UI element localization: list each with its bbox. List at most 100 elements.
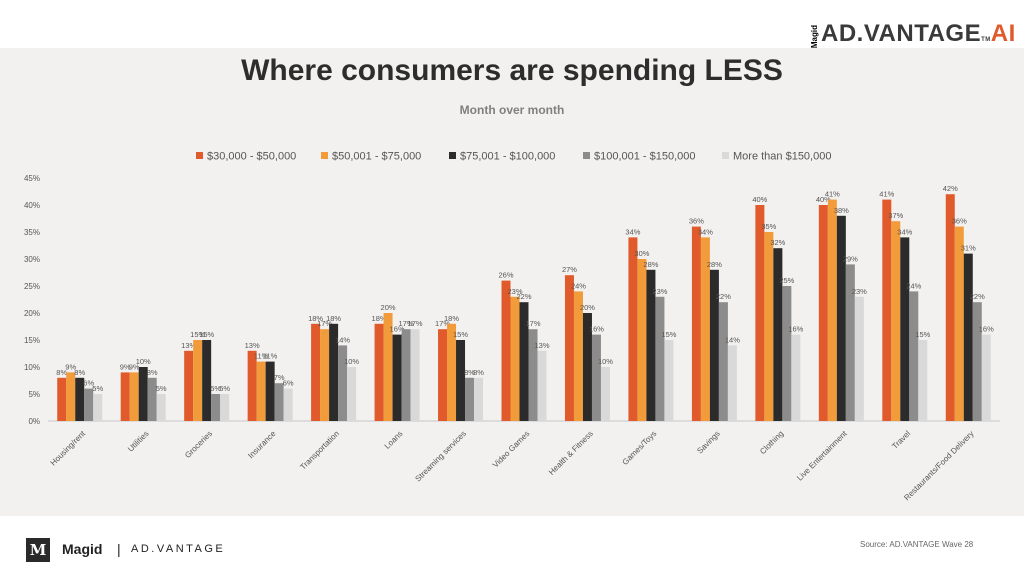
- legend-label: $50,001 - $75,000: [332, 151, 421, 163]
- bar: [845, 264, 855, 421]
- data-label: 15%: [190, 330, 205, 339]
- data-label: 23%: [852, 287, 867, 296]
- bar: [338, 345, 348, 421]
- y-tick-label: 40%: [24, 201, 40, 210]
- y-tick-label: 45%: [24, 174, 40, 183]
- data-label: 13%: [181, 341, 196, 350]
- x-tick-label: Streaming services: [413, 429, 467, 483]
- data-label: 25%: [779, 276, 794, 285]
- bar: [147, 377, 157, 421]
- data-label: 23%: [652, 287, 667, 296]
- bar: [718, 302, 728, 421]
- bar: [329, 323, 339, 421]
- bar: [600, 367, 610, 421]
- legend-swatch: [722, 152, 729, 159]
- data-label: 24%: [906, 281, 921, 290]
- data-label: 5%: [210, 384, 221, 393]
- data-label: 10%: [344, 357, 359, 366]
- data-label: 9%: [120, 362, 131, 371]
- x-tick-label: Housing/rent: [49, 429, 88, 468]
- bar: [392, 334, 402, 421]
- data-label: 5%: [156, 384, 167, 393]
- logo-tm: TM: [981, 37, 991, 43]
- data-label: 31%: [961, 244, 976, 253]
- data-label: 8%: [74, 368, 85, 377]
- x-tick-label: Live Entertainment: [795, 429, 849, 483]
- bar: [138, 367, 148, 421]
- bar: [727, 345, 737, 421]
- bar: [283, 388, 293, 421]
- bar: [827, 199, 837, 421]
- legend-label: $100,001 - $150,000: [594, 151, 696, 163]
- bar: [156, 394, 166, 421]
- bar: [755, 205, 765, 421]
- y-tick-label: 30%: [24, 255, 40, 264]
- data-label: 15%: [915, 330, 930, 339]
- chart-title: Where consumers are spending LESS: [241, 54, 783, 87]
- bar: [664, 340, 674, 421]
- y-tick-label: 15%: [24, 336, 40, 345]
- bar: [537, 350, 547, 421]
- y-tick-label: 5%: [28, 390, 40, 399]
- footer-brand: Magid: [62, 541, 103, 557]
- data-label: 42%: [943, 184, 958, 193]
- x-tick-label: Savings: [695, 429, 721, 455]
- data-label: 5%: [219, 384, 230, 393]
- x-tick-label: Health & Fitness: [547, 429, 595, 477]
- magid-m-icon: M: [26, 538, 50, 562]
- bar: [972, 302, 982, 421]
- bar-chart: $30,000 - $50,000 $50,001 - $75,000 $75,00…: [24, 151, 1000, 502]
- chart-subtitle: Month over month: [459, 103, 565, 117]
- bar: [501, 280, 511, 421]
- bar: [882, 199, 892, 421]
- bar: [220, 394, 230, 421]
- bar: [773, 248, 783, 421]
- logo-wordmark: AD.VANTAGETMAI: [821, 20, 1016, 48]
- bar: [265, 361, 275, 421]
- bar: [256, 361, 266, 421]
- footer-product: AD.VANTAGE: [131, 543, 226, 555]
- data-label: 17%: [317, 319, 332, 328]
- bar: [582, 313, 592, 421]
- data-label: 22%: [716, 292, 731, 301]
- data-label: 15%: [661, 330, 676, 339]
- bar: [410, 329, 420, 421]
- bar: [791, 334, 801, 421]
- data-label: 17%: [525, 319, 540, 328]
- bar: [854, 296, 864, 421]
- data-label: 40%: [816, 195, 831, 204]
- bar: [184, 350, 194, 421]
- bar: [75, 377, 85, 421]
- bar: [591, 334, 601, 421]
- bar: [528, 329, 538, 421]
- bar: [193, 340, 203, 421]
- bar: [456, 340, 466, 421]
- data-label: 8%: [56, 368, 67, 377]
- header-bar: Magid AD.VANTAGETMAI: [0, 0, 1024, 48]
- data-label: 14%: [725, 335, 740, 344]
- bar: [818, 205, 828, 421]
- bar: [438, 329, 448, 421]
- data-label: 18%: [444, 314, 459, 323]
- data-label: 37%: [888, 211, 903, 220]
- data-label: 16%: [979, 325, 994, 334]
- bar: [900, 237, 910, 421]
- data-label: 17%: [408, 319, 423, 328]
- data-label: 22%: [970, 292, 985, 301]
- x-tick-label: Travel: [890, 429, 912, 451]
- data-label: 30%: [634, 249, 649, 258]
- bar: [93, 394, 103, 421]
- x-tick-label: Transportation: [298, 429, 341, 472]
- data-label: 35%: [761, 222, 776, 231]
- bar: [84, 388, 94, 421]
- bar: [954, 226, 964, 421]
- data-label: 17%: [435, 319, 450, 328]
- data-label: 23%: [507, 287, 522, 296]
- bar: [247, 350, 257, 421]
- data-label: 18%: [326, 314, 341, 323]
- bar: [564, 275, 574, 421]
- data-label: 8%: [147, 368, 158, 377]
- bar: [519, 302, 529, 421]
- data-label: 6%: [283, 379, 294, 388]
- bar: [374, 323, 384, 421]
